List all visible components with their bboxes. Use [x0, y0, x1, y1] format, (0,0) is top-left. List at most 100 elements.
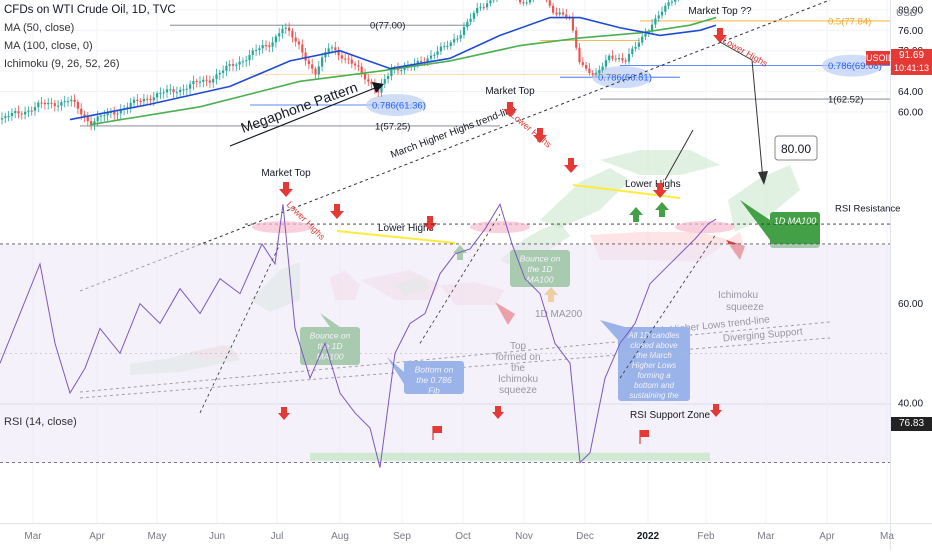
x-tick-label: May — [148, 531, 167, 542]
rsi-y-tick-label: 60.00 — [898, 299, 923, 310]
x-tick-label: Nov — [515, 531, 533, 542]
candle-body — [47, 103, 49, 104]
candle-body — [186, 89, 188, 90]
candle-body — [285, 28, 287, 29]
candle-body — [314, 69, 316, 75]
candle-body — [578, 48, 580, 62]
candle-body — [450, 42, 452, 46]
candle-body — [130, 103, 132, 107]
candle-body — [661, 12, 663, 16]
rsi-y-tick-label: 40.00 — [898, 399, 923, 410]
candle-body — [222, 71, 224, 73]
fib-label: 1(57.25) — [375, 121, 410, 132]
candle-body — [262, 45, 264, 48]
x-tick-label: Aug — [331, 531, 349, 542]
candle-body — [618, 58, 620, 59]
candle-body — [136, 100, 138, 101]
candle-body — [140, 101, 142, 102]
candle-body — [133, 100, 135, 103]
indicator-ma100[interactable]: MA (100, close, 0) — [4, 40, 93, 52]
candle-body — [615, 59, 617, 60]
candle-body — [8, 116, 10, 117]
candle-body — [265, 45, 267, 46]
x-tick-label: Sep — [393, 531, 411, 542]
candle-body — [74, 100, 76, 102]
candle-body — [215, 74, 217, 79]
candle-body — [179, 90, 181, 92]
market-top-question-label: Market Top ?? — [688, 6, 752, 17]
candle-body — [460, 35, 462, 39]
price-value: 91.69 — [891, 49, 932, 62]
indicator-ichimoku[interactable]: Ichimoku (9, 26, 52, 26) — [4, 58, 120, 70]
candle-body — [17, 111, 19, 113]
candle-body — [219, 73, 221, 75]
candle-body — [169, 89, 171, 90]
x-tick-label: Apr — [819, 531, 835, 542]
x-tick-label: Mar — [757, 531, 775, 542]
candle-body — [572, 18, 574, 31]
flag-icon — [640, 430, 649, 437]
candle-body — [318, 66, 320, 74]
rsi-top-highlight — [470, 221, 530, 233]
candle-body — [552, 6, 554, 13]
candle-body — [473, 13, 475, 19]
candle-body — [479, 7, 481, 8]
candle-body — [149, 99, 151, 100]
candle-body — [14, 111, 16, 113]
candle-body — [37, 103, 39, 107]
candle-body — [146, 99, 148, 100]
candle-body — [595, 73, 597, 74]
rsi-title: RSI (14, close) — [4, 416, 77, 428]
candle-body — [437, 51, 439, 54]
candle-body — [592, 73, 594, 74]
candle-body — [483, 7, 485, 8]
candle-body — [305, 53, 307, 61]
indicator-ma50[interactable]: MA (50, close) — [4, 22, 74, 34]
candle-body — [641, 37, 643, 43]
y-tick-label: 76.00 — [898, 26, 923, 37]
candle-body — [384, 79, 386, 84]
candle-body — [321, 57, 323, 66]
candle-body — [202, 80, 204, 82]
candle-body — [80, 109, 82, 115]
candle-body — [248, 55, 250, 60]
candle-body — [390, 69, 392, 76]
candle-body — [440, 47, 442, 52]
candle-body — [664, 6, 666, 12]
fib-label: 0(77.00) — [370, 21, 405, 32]
candle-body — [489, 0, 491, 3]
candle-body — [57, 106, 59, 107]
candle-body — [60, 102, 62, 106]
candle-body — [116, 113, 118, 114]
candle-body — [668, 2, 670, 5]
candle-body — [189, 84, 191, 88]
candle-body — [77, 102, 79, 109]
candle-body — [225, 66, 227, 71]
candle-body — [658, 15, 660, 18]
candle-body — [212, 79, 214, 82]
candle-body — [275, 36, 277, 42]
candle-body — [252, 51, 254, 55]
rsi-top-highlight — [252, 221, 312, 233]
candle-body — [526, 2, 528, 3]
candle-body — [638, 43, 640, 47]
candle-body — [34, 107, 36, 111]
candle-body — [301, 44, 303, 52]
candle-body — [235, 65, 237, 66]
candle-body — [268, 45, 270, 46]
candle-body — [341, 55, 343, 58]
candle-body — [311, 64, 313, 68]
candle-body — [44, 103, 46, 104]
candle-body — [328, 48, 330, 52]
fib-label: 0.5(77.84) — [828, 16, 871, 27]
x-tick-label: Jun — [209, 531, 225, 542]
candle-body — [625, 60, 627, 61]
candle-body — [367, 79, 369, 81]
target-value: 80.00 — [781, 142, 811, 156]
symbol-badge: USOIL — [866, 51, 890, 65]
candle-body — [291, 31, 293, 38]
rsi-value-badge: 76.83 — [891, 417, 932, 431]
candle-body — [255, 50, 257, 51]
